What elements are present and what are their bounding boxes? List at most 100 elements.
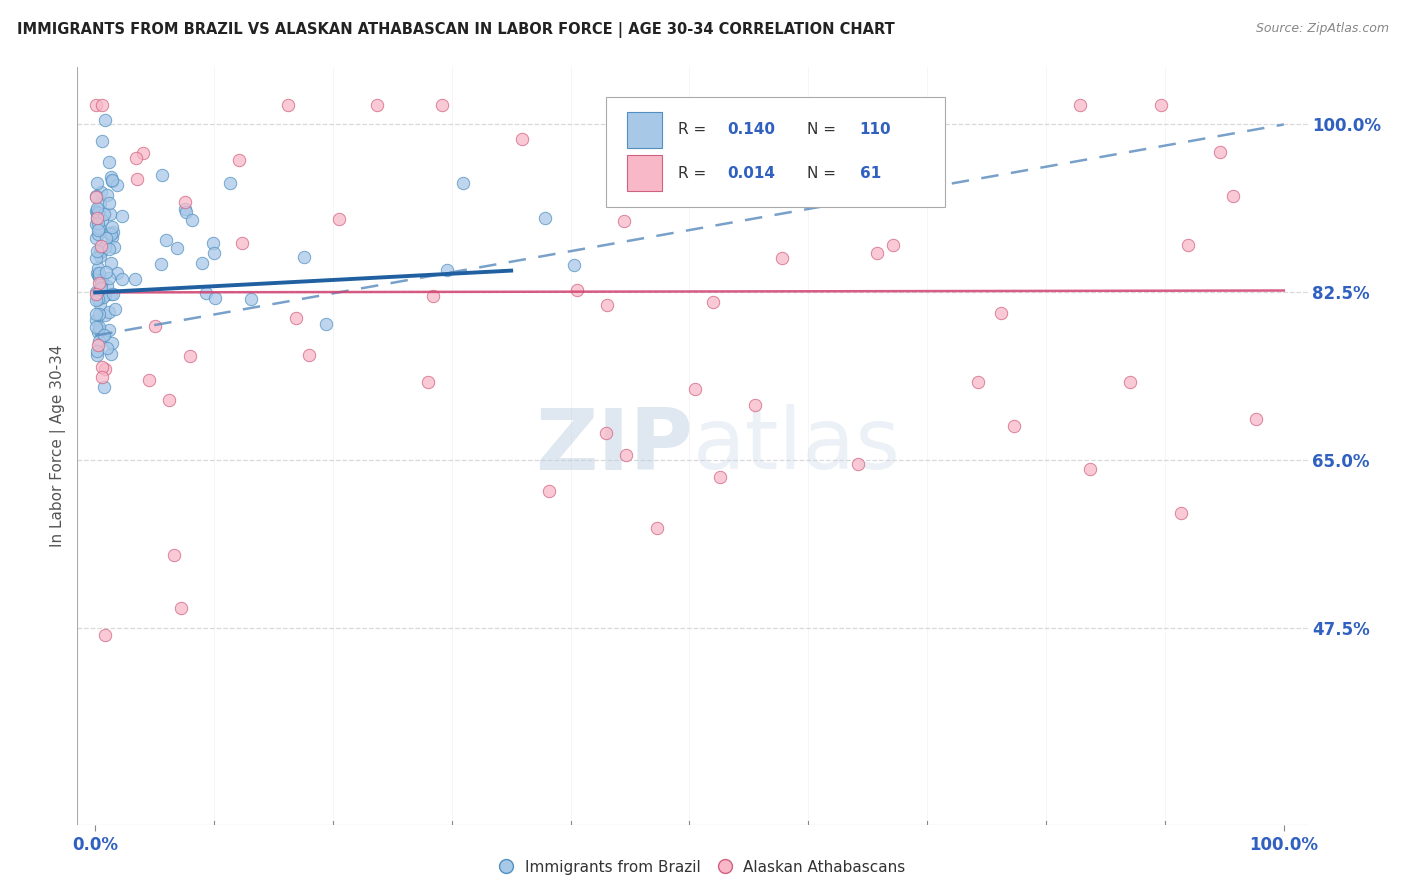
Point bbox=[86, 176, 108, 190]
Point bbox=[86, 266, 108, 280]
Point bbox=[1244, 412, 1267, 426]
Text: R =: R = bbox=[678, 122, 711, 137]
Point bbox=[87, 227, 110, 241]
Point bbox=[174, 205, 197, 219]
Point bbox=[86, 338, 108, 352]
Point bbox=[219, 176, 242, 190]
Point bbox=[1118, 375, 1140, 389]
Point bbox=[104, 301, 127, 316]
Point bbox=[87, 216, 110, 230]
Point bbox=[614, 449, 637, 463]
Point bbox=[228, 153, 250, 168]
Point bbox=[93, 380, 115, 394]
Point bbox=[86, 206, 108, 220]
Text: 0.140: 0.140 bbox=[727, 122, 775, 137]
Point bbox=[101, 174, 124, 188]
Point bbox=[93, 362, 115, 376]
Point bbox=[163, 549, 186, 563]
Point bbox=[97, 243, 120, 257]
Y-axis label: In Labor Force | Age 30-34: In Labor Force | Age 30-34 bbox=[51, 344, 66, 548]
Point bbox=[97, 227, 120, 241]
Point bbox=[101, 173, 124, 187]
Point bbox=[87, 268, 110, 283]
Point bbox=[93, 207, 115, 221]
Point bbox=[882, 238, 904, 252]
Point bbox=[1078, 462, 1101, 476]
Point bbox=[89, 289, 111, 303]
Point bbox=[86, 211, 108, 225]
Point bbox=[125, 172, 148, 186]
Point bbox=[846, 457, 869, 471]
Point bbox=[86, 204, 108, 219]
Point bbox=[100, 287, 122, 301]
Point bbox=[94, 265, 117, 279]
Point bbox=[328, 211, 350, 226]
Text: R =: R = bbox=[678, 166, 711, 180]
Point bbox=[157, 392, 180, 407]
Point bbox=[87, 320, 110, 334]
Point bbox=[87, 325, 110, 339]
Point bbox=[91, 273, 114, 287]
Point bbox=[990, 306, 1012, 320]
Point bbox=[190, 256, 212, 270]
Point bbox=[101, 220, 124, 235]
Point bbox=[90, 98, 112, 112]
FancyBboxPatch shape bbox=[627, 155, 662, 191]
Point bbox=[86, 211, 108, 226]
Point bbox=[89, 244, 111, 258]
Point bbox=[90, 370, 112, 384]
Point bbox=[87, 220, 110, 235]
Point bbox=[86, 231, 108, 245]
Point bbox=[87, 266, 110, 280]
Point bbox=[149, 257, 172, 271]
Point bbox=[97, 305, 120, 319]
Point bbox=[595, 426, 617, 441]
Point bbox=[98, 207, 121, 221]
Point bbox=[96, 231, 118, 245]
Point bbox=[285, 310, 308, 325]
Point bbox=[422, 289, 444, 303]
Point bbox=[103, 225, 125, 239]
Point bbox=[98, 270, 121, 285]
Point bbox=[87, 261, 110, 276]
Point bbox=[169, 601, 191, 615]
Point bbox=[776, 98, 799, 112]
Legend: Immigrants from Brazil, Alaskan Athabascans: Immigrants from Brazil, Alaskan Athabasc… bbox=[496, 855, 910, 880]
Point bbox=[94, 308, 117, 322]
Point bbox=[89, 297, 111, 311]
Point bbox=[124, 271, 146, 285]
Point bbox=[87, 223, 110, 237]
Point bbox=[432, 98, 454, 112]
Point bbox=[86, 252, 108, 266]
Point bbox=[510, 132, 533, 146]
Point bbox=[166, 241, 188, 255]
Point bbox=[90, 277, 112, 291]
Point bbox=[87, 334, 110, 348]
Point bbox=[202, 245, 225, 260]
Point bbox=[179, 349, 201, 363]
Point bbox=[89, 276, 111, 290]
Point bbox=[101, 335, 124, 350]
Point bbox=[298, 348, 321, 362]
Point bbox=[98, 155, 121, 169]
Point bbox=[744, 398, 766, 412]
Point bbox=[105, 178, 128, 192]
Point bbox=[231, 236, 253, 251]
Point bbox=[86, 188, 108, 202]
Point bbox=[94, 239, 117, 253]
Point bbox=[86, 312, 108, 326]
Point bbox=[1069, 98, 1091, 112]
Point bbox=[86, 190, 108, 204]
Point bbox=[86, 286, 108, 301]
Point bbox=[292, 250, 315, 264]
Point bbox=[173, 202, 195, 216]
Point bbox=[87, 323, 110, 337]
Text: Source: ZipAtlas.com: Source: ZipAtlas.com bbox=[1256, 22, 1389, 36]
Point bbox=[770, 252, 793, 266]
Point bbox=[90, 281, 112, 295]
Point bbox=[702, 294, 724, 309]
Point bbox=[150, 169, 173, 183]
Point bbox=[132, 146, 155, 161]
Point bbox=[94, 628, 117, 642]
Point bbox=[96, 341, 118, 355]
